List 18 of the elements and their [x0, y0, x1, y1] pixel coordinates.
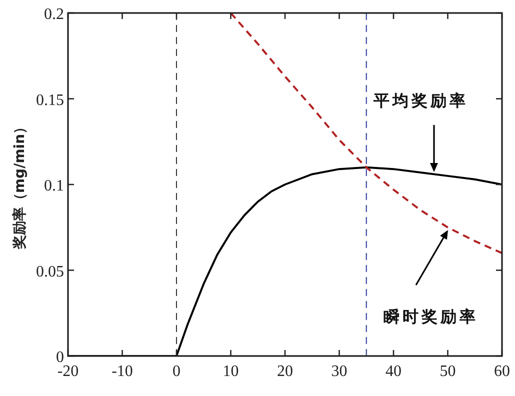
x-tick-label: -10	[112, 363, 133, 380]
y-tick-label: 0.2	[44, 6, 64, 23]
annotation: 瞬时奖励率	[384, 307, 478, 326]
x-tick-label: -20	[57, 363, 79, 380]
x-tick-label: 50	[440, 363, 456, 380]
x-tick-label: 10	[222, 363, 239, 380]
x-tick-label: 0	[172, 363, 180, 380]
y-tick-label: 0	[56, 349, 64, 366]
x-tick-label: 30	[331, 363, 348, 380]
y-tick-label: 0.05	[36, 263, 64, 280]
y-tick-label: 0.1	[44, 178, 64, 194]
y-axis-title: 奖励率（mg/min）	[11, 120, 28, 250]
x-tick-label: 20	[277, 363, 293, 380]
x-tick-label: 40	[386, 363, 402, 380]
annotation: 平均奖励率	[372, 91, 468, 110]
x-tick-label: 60	[494, 363, 510, 380]
line-series	[230, 13, 502, 254]
y-tick-label: 0.15	[36, 92, 64, 109]
